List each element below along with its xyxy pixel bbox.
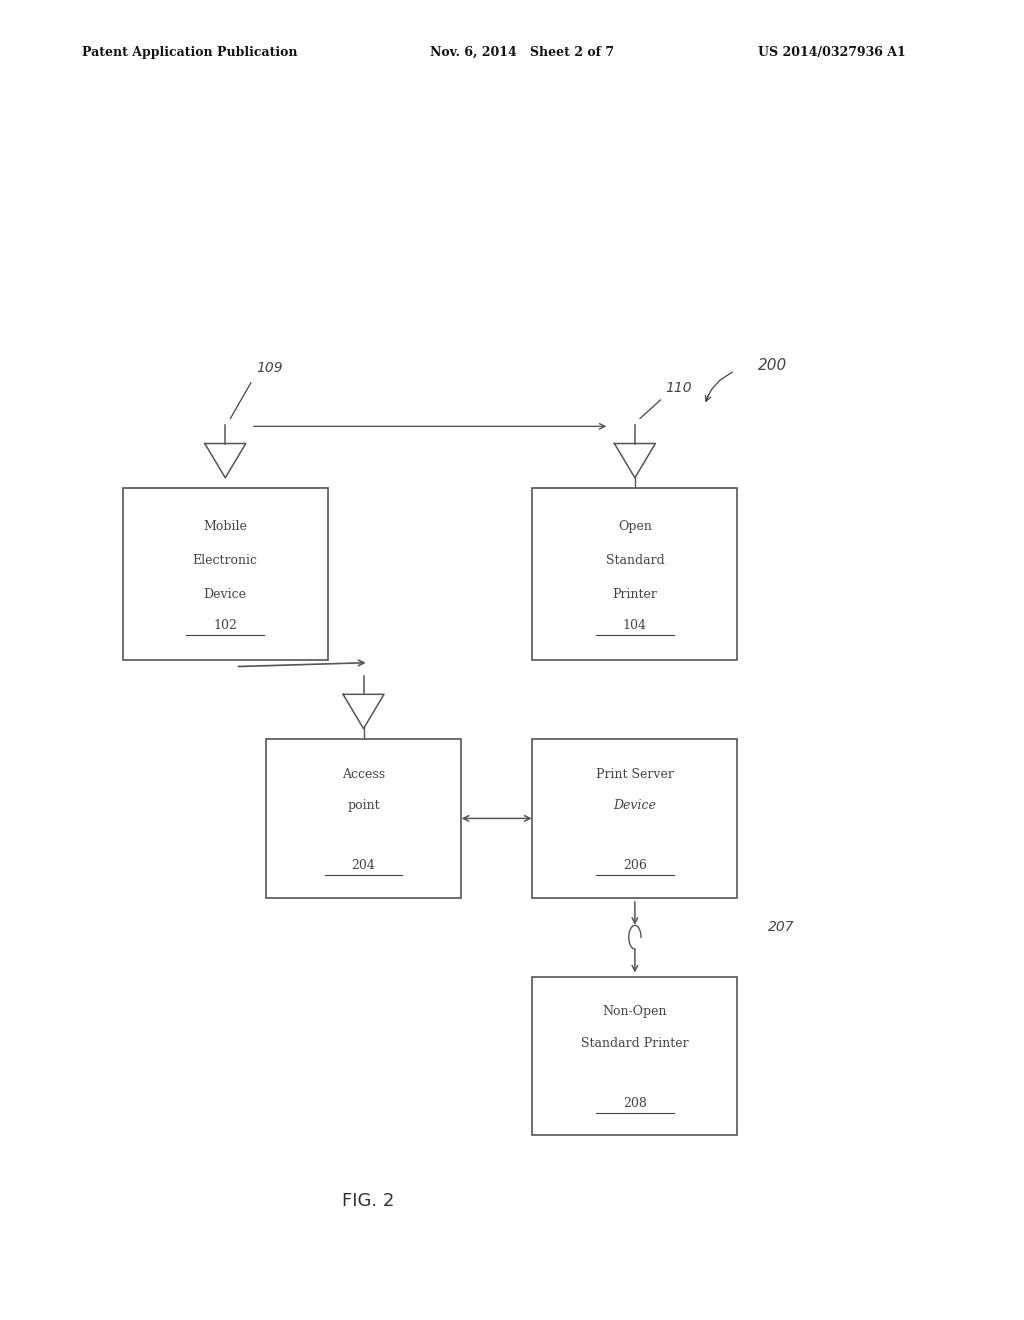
Bar xyxy=(532,977,737,1135)
Text: Nov. 6, 2014   Sheet 2 of 7: Nov. 6, 2014 Sheet 2 of 7 xyxy=(430,46,614,59)
Text: Print Server: Print Server xyxy=(596,767,674,780)
Text: Access: Access xyxy=(342,767,385,780)
Text: Device: Device xyxy=(613,799,656,812)
Bar xyxy=(266,739,461,898)
Text: 110: 110 xyxy=(666,381,692,395)
Text: Standard Printer: Standard Printer xyxy=(581,1036,689,1049)
Text: US 2014/0327936 A1: US 2014/0327936 A1 xyxy=(758,46,905,59)
Text: Mobile: Mobile xyxy=(204,520,247,533)
Text: 206: 206 xyxy=(623,859,647,873)
Text: 102: 102 xyxy=(213,619,238,632)
Text: Open: Open xyxy=(617,520,652,533)
Text: Electronic: Electronic xyxy=(193,554,258,568)
Text: 109: 109 xyxy=(256,362,283,375)
Bar xyxy=(532,739,737,898)
Text: 104: 104 xyxy=(623,619,647,632)
Bar xyxy=(123,488,328,660)
Text: Device: Device xyxy=(204,589,247,602)
Text: Printer: Printer xyxy=(612,589,657,602)
Text: 208: 208 xyxy=(623,1097,647,1110)
Text: Standard: Standard xyxy=(605,554,665,568)
Text: point: point xyxy=(347,799,380,812)
Text: Non-Open: Non-Open xyxy=(603,1005,667,1018)
Text: FIG. 2: FIG. 2 xyxy=(342,1192,395,1210)
Text: 200: 200 xyxy=(758,358,787,372)
Text: Patent Application Publication: Patent Application Publication xyxy=(82,46,297,59)
Text: 207: 207 xyxy=(768,920,795,933)
Bar xyxy=(532,488,737,660)
Text: 204: 204 xyxy=(351,859,376,873)
